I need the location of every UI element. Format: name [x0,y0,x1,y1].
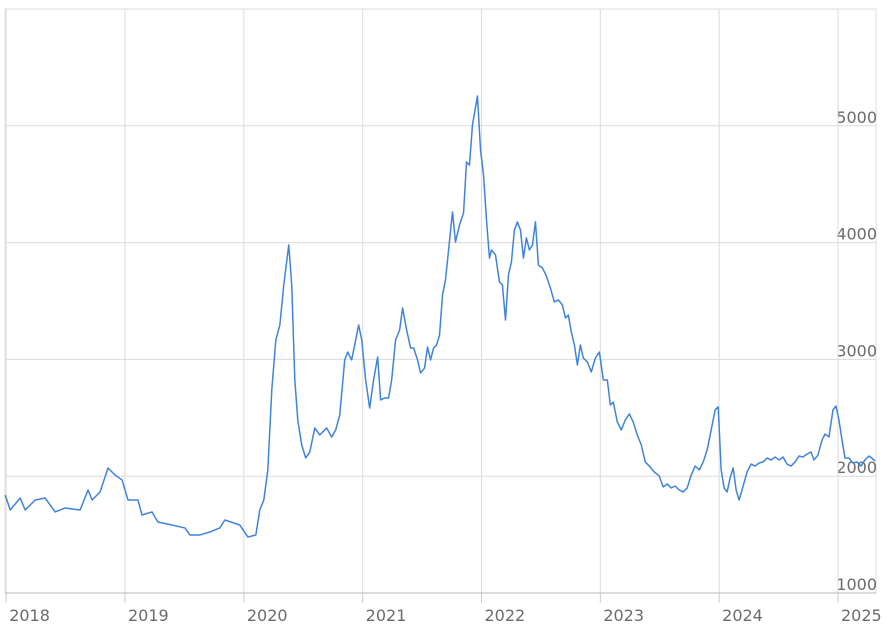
price-line [4,95,876,538]
x-tick-label: 2024 [722,606,763,625]
x-tick-label: 2021 [366,606,407,625]
x-tick-label: 2019 [128,606,169,625]
y-tick-label: 5000 [836,108,877,127]
x-tick-label: 2022 [484,606,525,625]
x-tick-label: 2018 [9,606,50,625]
x-tick-label: 2020 [247,606,288,625]
y-tick-label: 2000 [836,458,877,477]
plot-frame [4,8,877,594]
x-tick-label: 2023 [603,606,644,625]
y-tick-label: 3000 [836,341,877,360]
y-tick-label: 4000 [836,225,877,244]
y-tick-label: 1000 [836,575,877,594]
x-tick-label: 2025 [841,606,882,625]
